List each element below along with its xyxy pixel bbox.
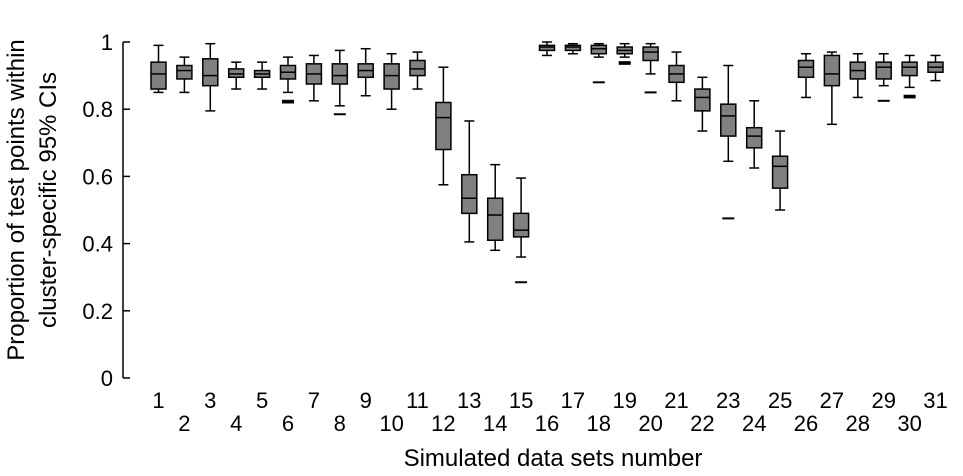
x-axis-title: Simulated data sets number [404, 445, 703, 472]
iqr-box [409, 59, 426, 77]
iqr-box [202, 58, 219, 87]
box-18 [590, 42, 608, 84]
x-tick-label: 8 [334, 411, 346, 436]
box-2 [176, 56, 193, 94]
x-tick-label: 1 [152, 388, 164, 413]
box-10 [383, 53, 400, 110]
iqr-box [797, 59, 815, 79]
box-7 [305, 54, 323, 102]
box-8 [331, 49, 349, 116]
y-tick-label: 1 [101, 30, 113, 55]
x-tick-labels: 1234567891011121314151617181920212223242… [152, 388, 947, 436]
x-tick-label: 7 [308, 388, 320, 413]
iqr-box [875, 61, 892, 80]
iqr-box [150, 61, 167, 90]
x-tick-label: 11 [406, 388, 429, 413]
box-12 [435, 66, 452, 186]
iqr-box [461, 173, 478, 215]
iqr-box [590, 44, 608, 55]
box-5 [253, 61, 271, 90]
box-23 [720, 64, 737, 220]
iqr-box [331, 63, 349, 85]
x-tick-label: 20 [638, 411, 662, 436]
x-tick-label: 23 [716, 388, 740, 413]
y-axis-title-line-1: Proportion of test points within [3, 39, 30, 361]
iqr-box [512, 212, 530, 238]
box-29 [875, 53, 892, 102]
box-4 [227, 61, 245, 90]
box-30 [901, 54, 918, 99]
iqr-box [486, 197, 504, 241]
x-tick-label: 13 [457, 388, 481, 413]
x-tick-label: 10 [379, 411, 403, 436]
box-21 [668, 51, 685, 102]
box-16 [538, 41, 556, 57]
x-tick-label: 22 [690, 411, 714, 436]
box-28 [849, 53, 867, 99]
box-31 [927, 54, 944, 82]
box-9 [357, 47, 374, 97]
iqr-box [720, 103, 737, 137]
iqr-box [823, 54, 841, 87]
x-tick-label: 12 [431, 411, 455, 436]
y-tick-label: 0.2 [82, 299, 113, 324]
box-17 [564, 42, 582, 55]
x-tick-label: 6 [282, 411, 294, 436]
iqr-box [901, 61, 918, 77]
box-19 [616, 42, 633, 65]
y-axis-title: Proportion of test points within cluster… [3, 39, 62, 361]
box-15 [512, 177, 530, 284]
x-tick-label: 31 [923, 388, 947, 413]
box-13 [461, 120, 478, 243]
iqr-box [745, 126, 763, 149]
y-tick-label: 0.8 [82, 97, 113, 122]
iqr-box [771, 155, 789, 189]
box-27 [823, 51, 841, 126]
y-tick-label: 0 [101, 366, 113, 391]
x-tick-label: 18 [587, 411, 611, 436]
x-tick-label: 30 [897, 411, 921, 436]
y-tick-label: 0.6 [82, 164, 113, 189]
x-tick-label: 26 [794, 411, 818, 436]
iqr-box [227, 68, 245, 79]
iqr-box [642, 46, 659, 62]
iqr-box [538, 44, 556, 52]
box-1 [150, 44, 167, 94]
box-6 [279, 56, 297, 104]
box-26 [797, 53, 815, 99]
x-tick-label: 17 [561, 388, 585, 413]
x-tick-label: 3 [204, 388, 216, 413]
x-tick-label: 16 [535, 411, 559, 436]
x-tick-label: 14 [483, 411, 507, 436]
x-tick-label: 25 [768, 388, 792, 413]
y-tick-label: 0.4 [82, 232, 113, 257]
box-25 [771, 130, 789, 211]
x-tick-label: 21 [664, 388, 688, 413]
iqr-box [564, 44, 582, 52]
box-24 [745, 100, 763, 169]
box-20 [642, 42, 659, 94]
x-tick-label: 9 [360, 388, 372, 413]
iqr-box [383, 63, 400, 90]
axes: 0 0.2 0.4 0.6 0.8 1 [82, 30, 130, 391]
x-tick-label: 24 [742, 411, 766, 436]
box-11 [409, 51, 426, 90]
x-tick-label: 4 [230, 411, 242, 436]
box-14 [486, 163, 504, 252]
x-tick-label: 29 [871, 388, 895, 413]
x-tick-label: 27 [820, 388, 844, 413]
y-axis-title-line-2: cluster-specific 95% CIs [35, 72, 62, 328]
box-3 [202, 42, 219, 112]
iqr-box [435, 101, 452, 151]
x-tick-label: 15 [509, 388, 533, 413]
box-22 [694, 76, 711, 132]
x-tick-label: 2 [178, 411, 190, 436]
iqr-box [176, 64, 193, 80]
x-tick-label: 28 [846, 411, 870, 436]
x-tick-label: 19 [612, 388, 636, 413]
x-tick-label: 5 [256, 388, 268, 413]
boxes [150, 41, 944, 284]
iqr-box [694, 88, 711, 112]
